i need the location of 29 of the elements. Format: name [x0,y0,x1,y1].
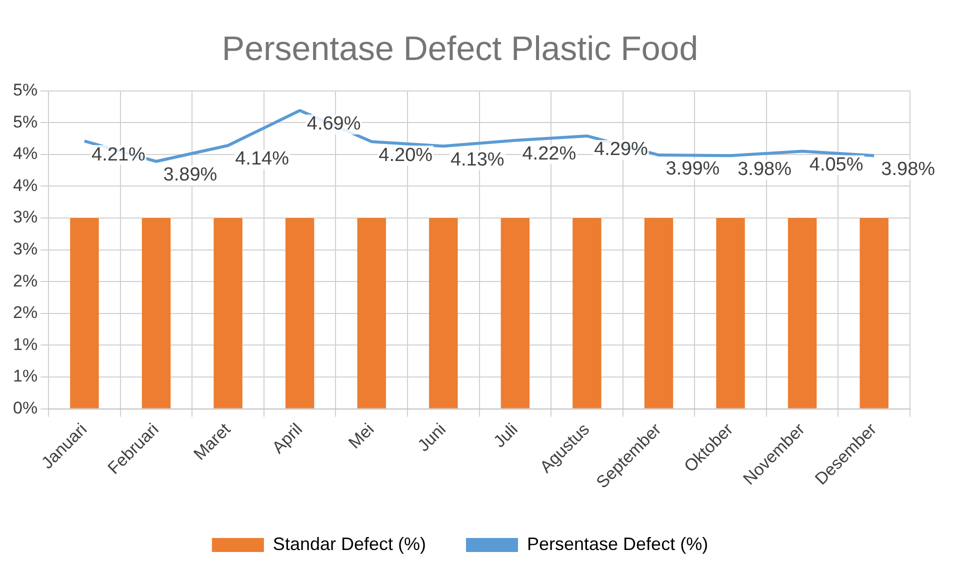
y-tick-label: 5% [12,80,38,100]
x-tick-label: Juni [414,420,450,456]
data-label: 4.69% [306,114,361,135]
y-tick-label: 1% [12,334,38,354]
y-tick-label: 2% [12,303,38,322]
y-tick-label: 5% [12,112,38,132]
data-label: 4.20% [378,144,433,166]
y-tick-label: 0% [12,398,38,418]
data-label: 3.98% [738,158,792,180]
legend-label: Standar Defect (%) [272,534,426,554]
y-tick-label: 4% [12,176,38,195]
x-tick-label: Mei [344,420,378,453]
data-label: 4.05% [809,154,864,176]
data-label: 3.98% [881,158,936,180]
y-tick-label: 1% [12,366,38,386]
legend-label: Persentase Defect (%) [526,534,708,554]
x-tick-label: Juli [490,420,522,452]
data-label: 4.21% [92,144,146,166]
y-tick-label: 4% [12,144,38,164]
data-label: 4.29% [594,139,648,160]
y-tick-label: 2% [12,271,38,290]
data-label: 4.22% [522,144,576,165]
y-tick-label: 3% [12,208,38,227]
data-label: 3.99% [666,158,720,180]
data-label: 4.14% [235,148,290,170]
data-label: 3.89% [163,164,218,186]
chart-title: Persentase Defect Plastic Food [222,30,698,68]
y-tick-label: 3% [12,239,38,258]
data-label: 4.13% [450,149,504,170]
